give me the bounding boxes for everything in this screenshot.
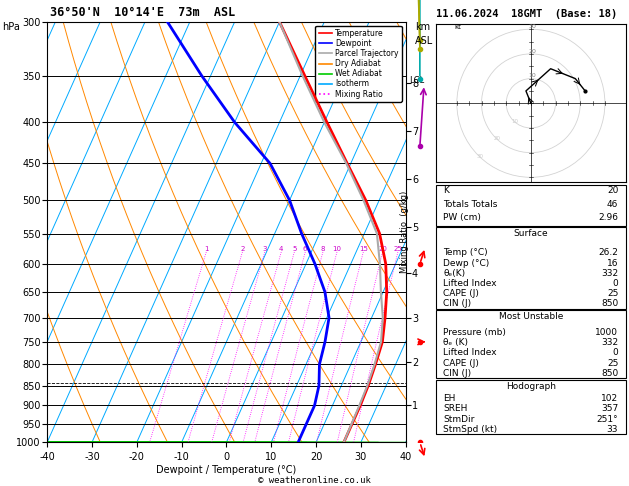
Text: 20: 20	[378, 246, 387, 252]
Text: Hodograph: Hodograph	[506, 382, 556, 391]
Text: kt: kt	[454, 24, 461, 30]
Text: 8: 8	[321, 246, 325, 252]
Text: 1000: 1000	[595, 328, 618, 337]
Text: 10: 10	[511, 119, 518, 124]
Text: 20: 20	[607, 186, 618, 195]
Text: 332: 332	[601, 338, 618, 347]
Text: 11.06.2024  18GMT  (Base: 18): 11.06.2024 18GMT (Base: 18)	[436, 9, 617, 19]
Text: hPa: hPa	[2, 22, 19, 32]
Text: Temp (°C): Temp (°C)	[443, 248, 488, 257]
Text: km: km	[415, 22, 430, 32]
Text: 0: 0	[613, 279, 618, 288]
Text: 6: 6	[303, 246, 308, 252]
Text: 4: 4	[279, 246, 284, 252]
Text: CIN (J): CIN (J)	[443, 369, 472, 378]
Text: 332: 332	[601, 269, 618, 278]
Text: Pressure (mb): Pressure (mb)	[443, 328, 506, 337]
Text: 20: 20	[494, 136, 501, 141]
Text: 25: 25	[394, 246, 402, 252]
Text: SREH: SREH	[443, 404, 468, 414]
Text: 5: 5	[292, 246, 296, 252]
Text: StmDir: StmDir	[443, 415, 475, 424]
Text: 10: 10	[333, 246, 342, 252]
Text: 33: 33	[607, 425, 618, 434]
Text: 850: 850	[601, 299, 618, 309]
Text: 251°: 251°	[597, 415, 618, 424]
Text: 357: 357	[601, 404, 618, 414]
Text: 46: 46	[607, 200, 618, 208]
Text: PW (cm): PW (cm)	[443, 213, 481, 222]
Text: Lifted Index: Lifted Index	[443, 279, 497, 288]
Text: ASL: ASL	[415, 36, 433, 47]
Text: Most Unstable: Most Unstable	[499, 312, 563, 321]
Text: 2.96: 2.96	[598, 213, 618, 222]
X-axis label: Dewpoint / Temperature (°C): Dewpoint / Temperature (°C)	[157, 465, 296, 475]
Text: Mixing Ratio  (g/kg): Mixing Ratio (g/kg)	[400, 191, 409, 273]
Text: 16: 16	[607, 259, 618, 267]
Text: StmSpd (kt): StmSpd (kt)	[443, 425, 498, 434]
Text: 850: 850	[601, 369, 618, 378]
Text: 1: 1	[204, 246, 208, 252]
Text: © weatheronline.co.uk: © weatheronline.co.uk	[258, 476, 371, 485]
Text: θₑ(K): θₑ(K)	[443, 269, 465, 278]
Text: K: K	[443, 186, 449, 195]
Text: 102: 102	[601, 394, 618, 403]
Text: 3: 3	[262, 246, 267, 252]
Text: Dewp (°C): Dewp (°C)	[443, 259, 490, 267]
Text: 15: 15	[359, 246, 368, 252]
Text: 36°50'N  10°14'E  73m  ASL: 36°50'N 10°14'E 73m ASL	[50, 6, 236, 19]
Text: θₑ (K): θₑ (K)	[443, 338, 469, 347]
Text: 0: 0	[613, 348, 618, 358]
Text: CIN (J): CIN (J)	[443, 299, 472, 309]
Text: 20: 20	[528, 49, 536, 53]
Text: CAPE (J): CAPE (J)	[443, 289, 479, 298]
Text: CAPE (J): CAPE (J)	[443, 359, 479, 368]
Text: Totals Totals: Totals Totals	[443, 200, 498, 208]
Text: 26.2: 26.2	[598, 248, 618, 257]
Legend: Temperature, Dewpoint, Parcel Trajectory, Dry Adiabat, Wet Adiabat, Isotherm, Mi: Temperature, Dewpoint, Parcel Trajectory…	[316, 26, 402, 102]
Text: EH: EH	[443, 394, 456, 403]
Text: 30: 30	[477, 154, 484, 158]
Text: 30: 30	[528, 24, 536, 29]
Text: 25: 25	[607, 359, 618, 368]
Text: LCL: LCL	[409, 76, 425, 85]
Text: 10: 10	[528, 73, 536, 78]
Text: 25: 25	[607, 289, 618, 298]
Text: 2: 2	[240, 246, 245, 252]
Text: Lifted Index: Lifted Index	[443, 348, 497, 358]
Text: Surface: Surface	[513, 229, 548, 239]
